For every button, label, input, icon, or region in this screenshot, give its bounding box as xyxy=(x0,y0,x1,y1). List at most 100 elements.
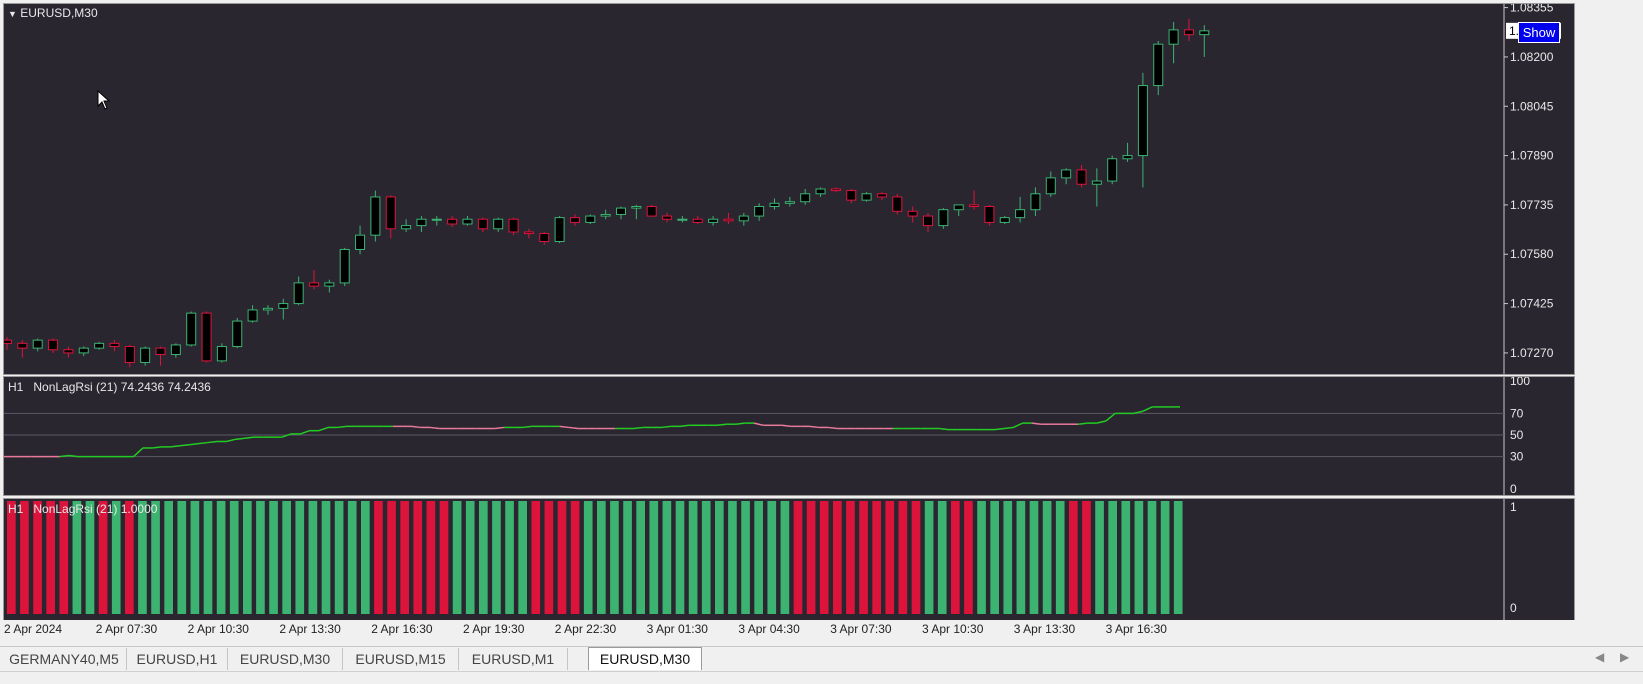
price-label: 1.07735 xyxy=(1510,198,1554,212)
bear-candle xyxy=(477,218,488,230)
hist-bar-up xyxy=(334,501,344,614)
tab-eurusd-m30[interactable]: EURUSD,M30 xyxy=(228,648,343,670)
hist-bar-up xyxy=(728,501,737,614)
rsi-level-label: 30 xyxy=(1510,450,1524,464)
hist-bar-up xyxy=(1134,501,1144,614)
bull-candle xyxy=(600,213,611,217)
hist-bar-up xyxy=(1055,501,1065,614)
hist-bar-up xyxy=(295,501,305,614)
bull-candle xyxy=(94,342,105,349)
rsi-histogram-chart[interactable]: 10 xyxy=(4,499,1574,620)
rsi-segment xyxy=(244,436,255,439)
hist-bar-down xyxy=(1069,501,1078,614)
tab-eurusd-h1[interactable]: EURUSD,H1 xyxy=(127,648,228,670)
hist-bar-down xyxy=(898,501,908,614)
time-axis-label: 3 Apr 13:30 xyxy=(1013,622,1076,636)
bear-candle xyxy=(830,188,841,192)
rsi-pane-label: H1 NonLagRsi (21) 74.2436 74.2436 xyxy=(8,380,211,394)
hist-bar-down xyxy=(951,501,960,614)
tab-eurusd-m15[interactable]: EURUSD,M15 xyxy=(343,648,459,670)
bear-candle xyxy=(63,349,74,354)
rsi-segment xyxy=(189,442,199,446)
bear-candle xyxy=(646,206,657,217)
hist-bar-up xyxy=(1003,501,1013,614)
hist-bar-up xyxy=(767,501,777,614)
tab-germany40-m5[interactable]: GERMANY40,M5 xyxy=(2,648,127,670)
price-label: 1.07270 xyxy=(1510,346,1554,360)
rsi-segment xyxy=(1031,422,1042,425)
hist-bar-up xyxy=(479,501,488,614)
rsi-indicator-pane[interactable]: 100 70 50 30 0 H1 NonLagRsi (21) 74.2436 74.… xyxy=(3,376,1575,496)
bull-candle xyxy=(1168,29,1179,45)
hist-bar-down xyxy=(793,501,803,614)
hist-bar-up xyxy=(308,501,318,614)
rsi-line-chart[interactable]: 100 70 50 30 0 xyxy=(4,377,1574,495)
bear-candle xyxy=(124,346,135,363)
show-button[interactable]: Show xyxy=(1518,22,1560,43)
hist-bar-up xyxy=(1042,501,1052,614)
time-axis-label: 2 Apr 19:30 xyxy=(463,622,525,636)
bull-candle xyxy=(953,204,964,211)
bear-candle xyxy=(1183,29,1194,36)
scroll-left-icon[interactable]: ◀ xyxy=(1595,650,1605,664)
hist-bar-up xyxy=(715,501,724,614)
bull-candle xyxy=(431,218,442,221)
hist-bar-up xyxy=(177,501,187,614)
rsi-segment xyxy=(522,425,532,429)
hist-bar-up xyxy=(1108,501,1117,614)
rsi-segment xyxy=(1142,406,1153,412)
tab-eurusd-m1[interactable]: EURUSD,M1 xyxy=(459,648,568,670)
hist-bar-up xyxy=(754,501,763,614)
rsi-segment xyxy=(133,447,144,458)
symbol-title[interactable]: ▼ EURUSD,M30 xyxy=(8,6,98,20)
hist-bar-up xyxy=(623,501,632,614)
hist-bar-up xyxy=(1121,501,1131,614)
hist-bar-up xyxy=(937,501,947,614)
rsi-segment xyxy=(494,426,505,430)
bear-candle xyxy=(447,218,458,225)
hist-bar-up xyxy=(649,501,659,614)
bear-candle xyxy=(907,210,918,217)
rsi-level-label: 0 xyxy=(1510,482,1517,495)
hist-bar-up xyxy=(111,501,121,614)
hist-bar-up xyxy=(518,501,527,614)
hist-bar-down xyxy=(439,501,449,614)
bull-candle xyxy=(32,339,43,349)
time-axis-label: 3 Apr 07:30 xyxy=(830,622,892,636)
bear-candle xyxy=(539,233,550,243)
hist-pane-label: H1 NonLagRsi (21) 1.0000 xyxy=(8,502,157,516)
bull-candle xyxy=(186,312,197,346)
rsi-segment xyxy=(1096,420,1107,424)
rsi-segment xyxy=(300,429,310,435)
rsi-segment xyxy=(411,425,421,429)
hist-bar-up xyxy=(452,501,462,614)
bull-candle xyxy=(416,218,427,227)
tab-eurusd-m30-active[interactable]: EURUSD,M30 xyxy=(588,647,702,670)
hist-bar-up xyxy=(492,501,501,614)
bull-candle xyxy=(1030,193,1041,211)
bull-candle xyxy=(677,218,688,221)
bear-candle xyxy=(309,282,319,287)
price-label: 1.08355 xyxy=(1510,4,1554,15)
hist-bar-down xyxy=(426,501,436,614)
price-label: 1.07580 xyxy=(1510,247,1554,261)
main-chart-pane[interactable]: 1.08355 1.08200 1.08045 1.07890 1.07735 1.075… xyxy=(3,3,1575,375)
bull-candle xyxy=(631,206,642,209)
rsi-segment xyxy=(568,426,579,430)
hist-bar-down xyxy=(413,501,423,614)
hist-bar-up xyxy=(990,501,999,614)
rsi-level-label: 50 xyxy=(1510,428,1524,442)
hist-level-label: 1 xyxy=(1510,500,1517,514)
bull-candle xyxy=(370,196,381,236)
bear-candle xyxy=(1076,169,1087,185)
bull-candle xyxy=(800,193,811,203)
bull-candle xyxy=(170,344,181,355)
bear-candle xyxy=(48,339,59,351)
hist-bar-up xyxy=(662,501,672,614)
rsi-segment xyxy=(661,425,671,429)
bull-candle xyxy=(1122,155,1133,160)
collapse-triangle-icon[interactable]: ▼ xyxy=(8,9,17,19)
price-chart[interactable]: 1.08355 1.08200 1.08045 1.07890 1.07735 1.075… xyxy=(4,4,1574,374)
scroll-right-icon[interactable]: ▶ xyxy=(1620,650,1630,664)
